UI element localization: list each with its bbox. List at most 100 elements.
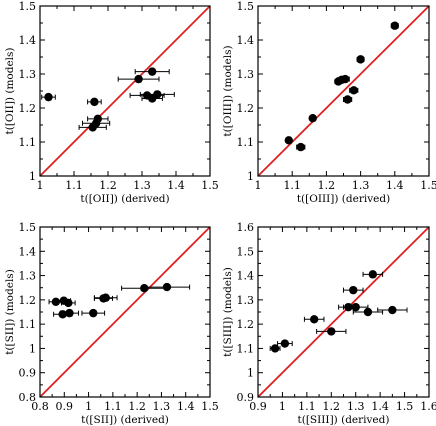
data-point — [296, 142, 305, 152]
data-point — [368, 270, 378, 279]
data-point — [64, 298, 73, 308]
x-tick-label: 1.4 — [177, 400, 195, 413]
one-to-one-line — [39, 226, 211, 398]
data-point — [280, 339, 290, 348]
panel-siii: 0.9 1 1.1 1.2 1.3 1.4 1.5 1.6 0.9 1 1.1 1.2 1.3 1.4 1.… — [222, 221, 436, 426]
x-tick-label: 1 — [85, 400, 92, 413]
data-point — [341, 74, 350, 84]
x-tick-label: 1.1 — [104, 400, 122, 413]
y-tick-label: 1.3 — [237, 294, 255, 307]
one-to-one-line — [257, 226, 430, 398]
y-tick-label: 1.4 — [19, 245, 37, 258]
data-point — [44, 92, 53, 102]
x-tick-label: 1.1 — [298, 400, 316, 413]
y-tick-label: 1.5 — [19, 221, 37, 234]
x-tick-label: 1.4 — [167, 179, 185, 192]
data-point — [93, 114, 103, 124]
x-tick-label: 1.5 — [396, 400, 414, 413]
y-tick-label: 0.9 — [19, 367, 37, 380]
data-point — [270, 344, 280, 353]
panel-sii: 0.8 0.9 1 1.1 1.2 1.3 1.4 1.5 0.8 0.9 1 1.1 1.2 1.3 1.… — [4, 221, 219, 426]
x-tick-label: 1.5 — [201, 179, 219, 192]
data-point — [88, 123, 97, 132]
x-tick-label: 1.3 — [133, 179, 151, 192]
data-point — [363, 307, 373, 317]
y-axis-label: t([SII]) (models) — [4, 269, 16, 355]
x-axis-label: t([OII]) (derived) — [80, 193, 169, 205]
x-tick-label: 0.9 — [56, 400, 74, 413]
y-tick-label: 1.1 — [19, 318, 37, 331]
y-tick-label: 1.2 — [19, 102, 37, 115]
y-tick-label: 1.1 — [19, 136, 37, 149]
x-tick-label: 1.3 — [352, 179, 370, 192]
y-tick-label: 1.3 — [19, 68, 37, 81]
y-tick-label: 1.2 — [237, 318, 255, 331]
y-tick-label: 1.4 — [237, 34, 255, 47]
panel-oii: 1 1.1 1.2 1.3 1.4 1.5 1 1.1 1.2 1.3 1.4 1.5 t([OII])… — [4, 0, 219, 205]
y-tick-label: 1.2 — [19, 294, 37, 307]
data-point — [356, 55, 365, 64]
y-tick-label: 1.4 — [19, 34, 37, 47]
data-point — [343, 95, 352, 104]
data-point — [153, 90, 162, 99]
data-point — [388, 305, 397, 315]
data-point — [65, 308, 74, 318]
data-point — [309, 315, 319, 324]
y-axis-label: t([SIII]) (models) — [222, 267, 234, 357]
x-tick-label: 0.8 — [31, 400, 49, 413]
y-tick-label: 1.4 — [237, 270, 255, 283]
data-point — [390, 21, 399, 30]
y-tick-label: 1 — [247, 170, 254, 183]
data-point — [51, 297, 61, 306]
y-tick-label: 1.3 — [237, 68, 255, 81]
x-tick-label: 1.2 — [323, 400, 341, 413]
data-point — [284, 136, 293, 145]
y-tick-label: 1.1 — [237, 136, 255, 149]
y-tick-label: 0.9 — [237, 391, 255, 404]
x-tick-label: 1.5 — [201, 400, 219, 413]
x-tick-label: 0.9 — [249, 400, 267, 413]
x-tick-label: 1.1 — [283, 179, 301, 192]
x-axis-label: t([OIII]) (derived) — [297, 193, 390, 205]
x-tick-label: 1.3 — [153, 400, 171, 413]
y-tick-label: 1.6 — [237, 221, 255, 234]
one-to-one-line — [257, 5, 430, 177]
x-tick-label: 1.2 — [318, 179, 336, 192]
y-tick-label: 1.2 — [237, 102, 255, 115]
y-tick-label: 1 — [29, 342, 36, 355]
panel-oiii: 1 1.1 1.2 1.3 1.4 1.5 1 1.1 1.2 1.3 1.4 1.5 t([OIII]… — [222, 0, 436, 205]
x-tick-label: 1.4 — [371, 400, 389, 413]
x-tick-label: 1.4 — [386, 179, 404, 192]
y-tick-label: 1 — [247, 367, 254, 380]
x-tick-label: 1 — [37, 179, 44, 192]
data-point — [351, 302, 360, 312]
y-tick-label: 1.5 — [19, 0, 37, 13]
x-tick-label: 1 — [279, 400, 286, 413]
data-point — [308, 114, 317, 123]
x-tick-label: 1.6 — [420, 400, 436, 413]
data-point — [349, 285, 358, 295]
x-tick-label: 1.5 — [420, 179, 436, 192]
data-point — [349, 86, 358, 95]
y-tick-label: 1.5 — [237, 245, 255, 258]
x-tick-label: 1.3 — [347, 400, 365, 413]
x-tick-label: 1 — [255, 179, 262, 192]
y-axis-label: t([OIII]) (models) — [222, 45, 234, 136]
y-tick-label: 0.8 — [19, 391, 37, 404]
x-tick-label: 1.2 — [128, 400, 146, 413]
y-tick-label: 1.5 — [237, 0, 255, 13]
data-point — [101, 293, 110, 302]
one-to-one-line — [39, 5, 211, 177]
y-tick-label: 1 — [29, 170, 36, 183]
data-point — [327, 327, 336, 336]
x-axis-label: t([SIII]) (derived) — [298, 414, 390, 426]
data-point — [89, 308, 98, 318]
data-point — [90, 97, 99, 107]
x-axis-label: t([SII]) (derived) — [81, 414, 169, 426]
x-tick-label: 1.2 — [99, 179, 117, 192]
data-point — [134, 74, 143, 84]
x-tick-label: 1.1 — [65, 179, 83, 192]
y-tick-label: 1.3 — [19, 270, 37, 283]
data-point — [148, 67, 157, 76]
